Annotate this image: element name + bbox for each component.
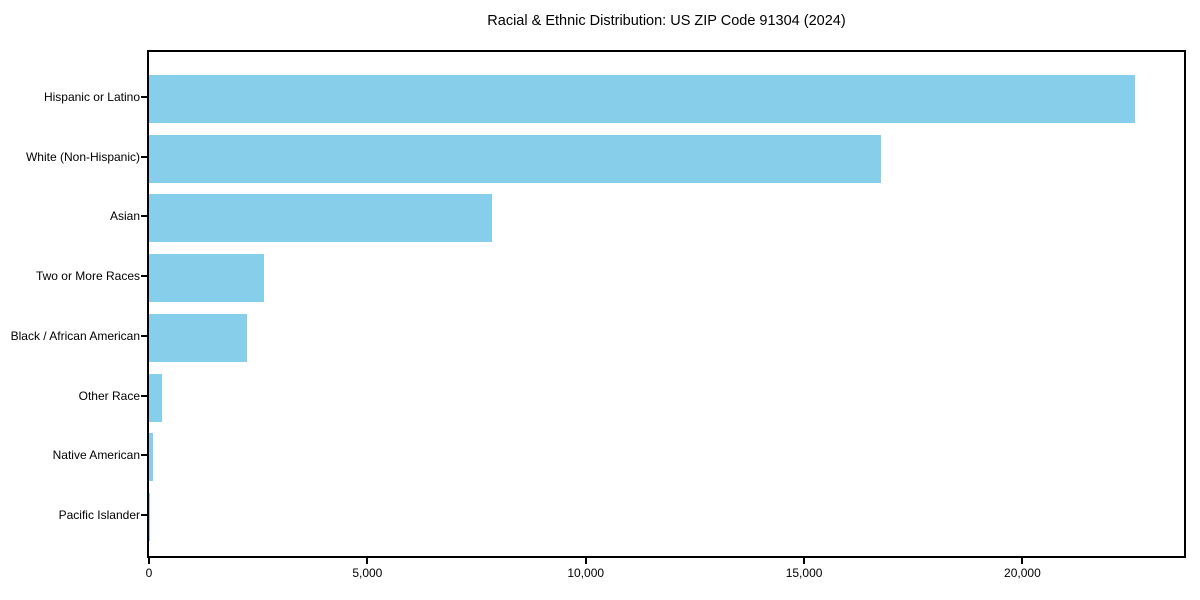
- x-tick-mark: [1021, 558, 1024, 564]
- chart-title: Racial & Ethnic Distribution: US ZIP Cod…: [487, 13, 846, 29]
- ytick-label-asian: Asian: [109, 209, 140, 224]
- y-tick-mark: [141, 155, 147, 158]
- y-tick-mark: [141, 275, 147, 278]
- x-tick-mark: [366, 558, 369, 564]
- ytick-label-hispanic-or-latino: Hispanic or Latino: [43, 90, 140, 104]
- x-tick-mark: [803, 558, 806, 564]
- bar-two-or-more-races: [149, 254, 264, 303]
- plot-area: [147, 50, 1186, 558]
- ytick-label-two-or-more-races: Two or More Races: [35, 269, 140, 284]
- ytick-label-native-american: Native American: [52, 448, 140, 463]
- bar-hispanic-or-latino: [149, 75, 1136, 123]
- xtick-label-20-000: 20,000: [1004, 566, 1041, 580]
- y-tick-mark: [141, 215, 147, 218]
- bar-black-african-american: [149, 313, 248, 362]
- ytick-label-pacific-islander: Pacific Islander: [58, 507, 140, 522]
- y-tick-mark: [141, 513, 147, 516]
- xtick-label-15-000: 15,000: [785, 566, 823, 580]
- ytick-label-black-african-american: Black / African American: [10, 328, 140, 343]
- xtick-label-0: 0: [145, 566, 153, 580]
- ytick-label-other-race: Other Race: [78, 388, 140, 403]
- y-tick-mark: [141, 454, 147, 457]
- x-tick-mark: [148, 558, 150, 564]
- y-tick-mark: [141, 334, 147, 337]
- bar-white-non-hispanic: [149, 134, 882, 183]
- bar-asian: [149, 194, 493, 243]
- y-tick-mark: [141, 394, 147, 397]
- bar-pacific-islander: [149, 492, 150, 541]
- xtick-label-5-000: 5,000: [352, 566, 383, 580]
- x-tick-mark: [584, 558, 587, 564]
- y-tick-mark: [141, 96, 147, 98]
- bar-native-american: [149, 433, 154, 482]
- bar-other-race: [149, 373, 162, 422]
- ytick-label-white-non-hispanic: White (Non-Hispanic): [25, 149, 140, 164]
- xtick-label-10-000: 10,000: [567, 566, 605, 580]
